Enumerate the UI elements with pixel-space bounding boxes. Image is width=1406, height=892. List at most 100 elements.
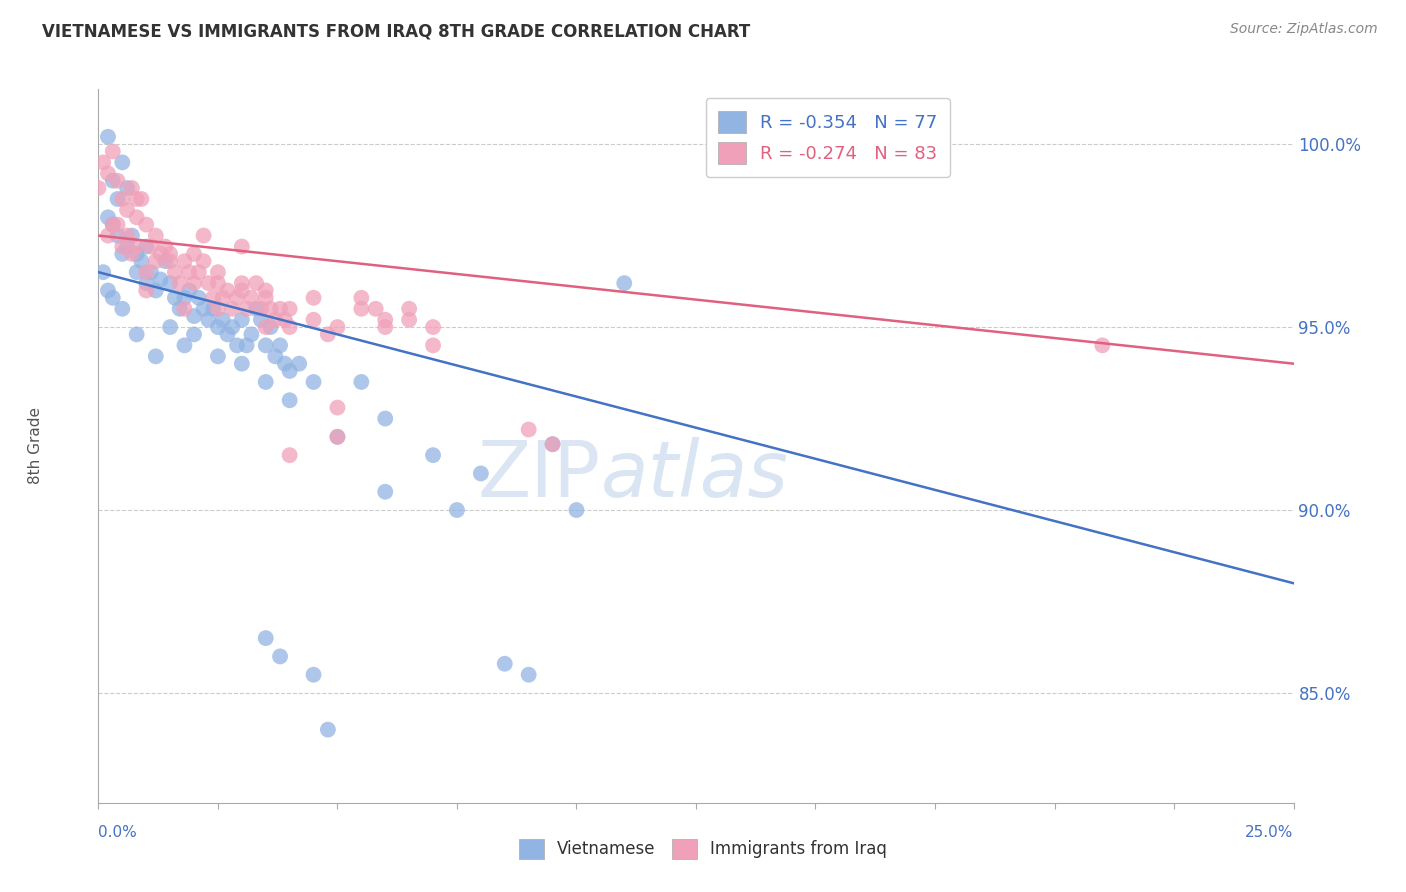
Point [221, 320, 243, 334]
Point [274, 357, 297, 371]
Point [269, 649, 291, 664]
Point [264, 349, 287, 363]
Point [197, 312, 219, 326]
Point [169, 301, 191, 316]
Point [111, 239, 134, 253]
Text: atlas: atlas [600, 436, 789, 513]
Point [494, 657, 516, 671]
Point [565, 503, 588, 517]
Point [202, 291, 225, 305]
Point [350, 291, 373, 305]
Point [254, 284, 277, 298]
Point [613, 276, 636, 290]
Point [121, 247, 143, 261]
Point [288, 357, 311, 371]
Point [269, 301, 291, 316]
Point [231, 284, 253, 298]
Point [159, 247, 181, 261]
Point [217, 284, 239, 298]
Point [115, 228, 138, 243]
Point [278, 320, 301, 334]
Legend: R = -0.354   N = 77, R = -0.274   N = 83: R = -0.354 N = 77, R = -0.274 N = 83 [706, 98, 950, 177]
Point [541, 437, 564, 451]
Point [111, 301, 134, 316]
Point [145, 284, 167, 298]
Point [254, 338, 277, 352]
Point [183, 327, 205, 342]
Point [135, 239, 157, 253]
Point [135, 265, 157, 279]
Point [155, 254, 177, 268]
Point [211, 312, 233, 326]
Point [149, 247, 172, 261]
Point [121, 181, 143, 195]
Text: ZIP: ZIP [478, 436, 600, 513]
Point [422, 338, 444, 352]
Point [226, 338, 249, 352]
Point [121, 228, 143, 243]
Point [115, 181, 138, 195]
Text: 8th Grade: 8th Grade [28, 408, 42, 484]
Point [470, 467, 492, 481]
Point [179, 265, 201, 279]
Point [135, 284, 157, 298]
Point [91, 265, 114, 279]
Point [259, 320, 281, 334]
Point [422, 320, 444, 334]
Point [250, 312, 273, 326]
Point [91, 155, 114, 169]
Point [159, 276, 181, 290]
Point [250, 301, 273, 316]
Point [1091, 338, 1114, 352]
Point [97, 211, 120, 225]
Point [107, 174, 129, 188]
Point [350, 301, 373, 316]
Point [207, 301, 229, 316]
Point [163, 291, 186, 305]
Text: 25.0%: 25.0% [1246, 825, 1294, 840]
Point [111, 247, 134, 261]
Point [163, 265, 186, 279]
Point [278, 364, 301, 378]
Point [422, 448, 444, 462]
Point [326, 320, 349, 334]
Point [125, 247, 148, 261]
Point [202, 301, 225, 316]
Point [183, 247, 205, 261]
Point [364, 301, 387, 316]
Point [125, 239, 148, 253]
Point [278, 448, 301, 462]
Point [131, 192, 153, 206]
Point [197, 276, 219, 290]
Point [97, 129, 120, 144]
Point [115, 202, 138, 217]
Point [125, 327, 148, 342]
Point [231, 276, 253, 290]
Point [302, 667, 325, 681]
Point [139, 265, 162, 279]
Point [111, 155, 134, 169]
Point [374, 320, 396, 334]
Point [187, 265, 209, 279]
Point [87, 181, 110, 195]
Point [125, 211, 148, 225]
Point [541, 437, 564, 451]
Point [316, 327, 339, 342]
Point [101, 145, 124, 159]
Point [135, 276, 157, 290]
Point [274, 312, 297, 326]
Point [149, 272, 172, 286]
Point [131, 254, 153, 268]
Text: Source: ZipAtlas.com: Source: ZipAtlas.com [1230, 22, 1378, 37]
Point [398, 312, 420, 326]
Point [101, 218, 124, 232]
Point [374, 484, 396, 499]
Point [179, 284, 201, 298]
Point [173, 301, 195, 316]
Point [135, 218, 157, 232]
Point [254, 320, 277, 334]
Point [97, 284, 120, 298]
Text: 0.0%: 0.0% [98, 825, 138, 840]
Point [173, 254, 195, 268]
Point [101, 291, 124, 305]
